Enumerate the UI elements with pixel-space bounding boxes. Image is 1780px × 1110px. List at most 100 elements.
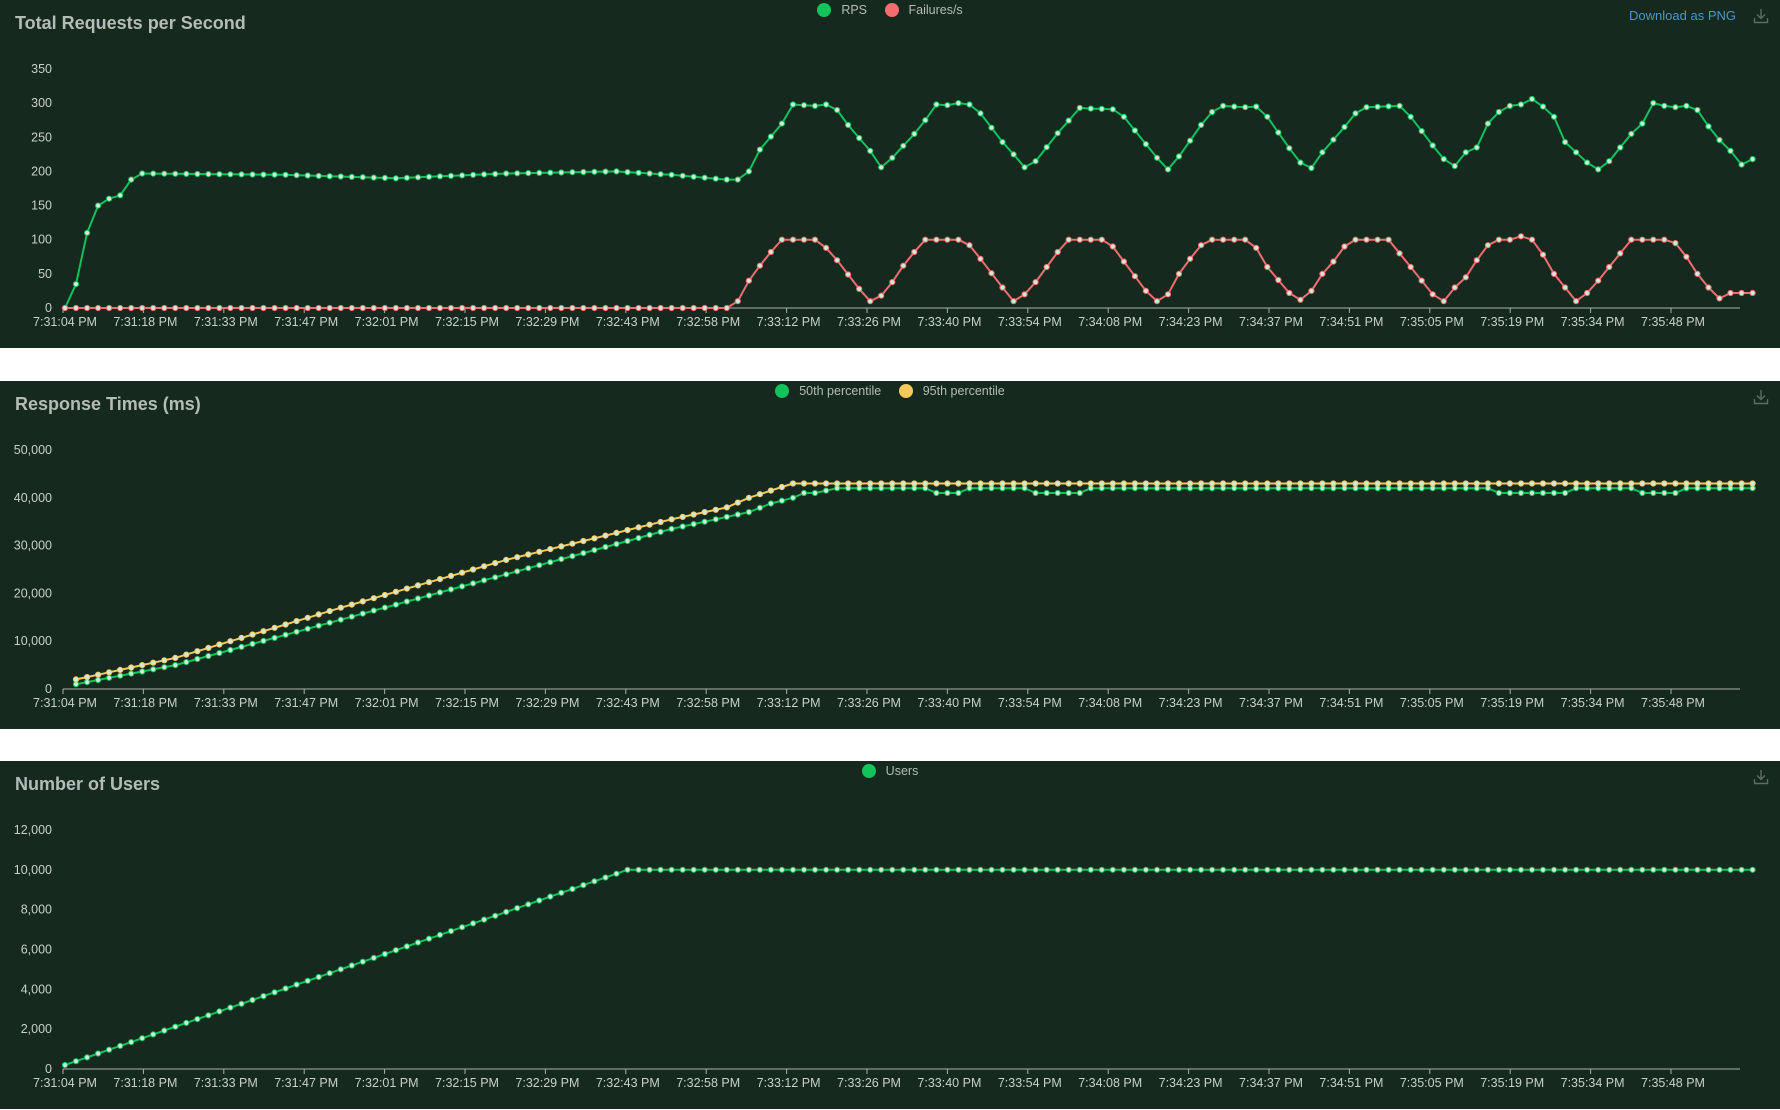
data-point[interactable] <box>1661 866 1668 873</box>
data-point[interactable] <box>403 585 410 592</box>
data-point[interactable] <box>370 954 377 961</box>
data-point[interactable] <box>1495 866 1503 873</box>
data-point[interactable] <box>944 236 951 243</box>
data-point[interactable] <box>1617 250 1624 257</box>
data-point[interactable] <box>106 674 113 681</box>
data-point[interactable] <box>1650 480 1657 487</box>
data-point[interactable] <box>1539 251 1547 258</box>
data-point[interactable] <box>1661 489 1668 497</box>
data-point[interactable] <box>1705 866 1712 873</box>
data-point[interactable] <box>249 171 256 178</box>
data-point[interactable] <box>1021 164 1028 171</box>
data-point[interactable] <box>646 531 653 538</box>
data-point[interactable] <box>1672 240 1679 247</box>
data-point[interactable] <box>1694 866 1701 873</box>
data-point[interactable] <box>139 304 146 312</box>
data-point[interactable] <box>911 248 918 256</box>
data-point[interactable] <box>392 175 399 182</box>
data-point[interactable] <box>878 866 885 873</box>
data-point[interactable] <box>1308 480 1315 487</box>
data-point[interactable] <box>359 304 366 312</box>
data-point[interactable] <box>503 170 510 177</box>
data-point[interactable] <box>856 866 863 873</box>
data-point[interactable] <box>414 174 422 181</box>
data-point[interactable] <box>84 1054 91 1061</box>
data-point[interactable] <box>734 866 741 873</box>
data-point[interactable] <box>1297 159 1304 166</box>
data-point[interactable] <box>1120 480 1128 487</box>
data-point[interactable] <box>944 480 951 487</box>
data-point[interactable] <box>1032 279 1039 286</box>
data-point[interactable] <box>514 905 521 912</box>
data-point[interactable] <box>602 168 609 175</box>
data-point[interactable] <box>1076 480 1083 487</box>
data-point[interactable] <box>1231 236 1238 243</box>
data-point[interactable] <box>977 255 984 262</box>
data-point[interactable] <box>701 509 708 516</box>
data-point[interactable] <box>778 120 786 127</box>
data-point[interactable] <box>348 304 355 312</box>
data-point[interactable] <box>999 480 1006 487</box>
data-point[interactable] <box>271 989 278 996</box>
data-point[interactable] <box>1528 236 1536 243</box>
data-point[interactable] <box>1198 121 1205 129</box>
data-point[interactable] <box>425 592 433 599</box>
data-point[interactable] <box>1010 298 1017 305</box>
data-point[interactable] <box>1098 105 1105 113</box>
data-point[interactable] <box>216 649 223 657</box>
data-point[interactable] <box>260 993 267 1000</box>
data-point[interactable] <box>823 866 830 873</box>
data-point[interactable] <box>161 304 168 312</box>
data-point[interactable] <box>414 304 422 312</box>
data-point[interactable] <box>800 866 808 873</box>
data-point[interactable] <box>789 866 797 873</box>
data-point[interactable] <box>1451 284 1458 291</box>
data-point[interactable] <box>459 583 466 590</box>
data-point[interactable] <box>657 304 664 312</box>
data-point[interactable] <box>1661 236 1668 243</box>
data-point[interactable] <box>1220 236 1227 243</box>
data-point[interactable] <box>95 1050 102 1057</box>
data-point[interactable] <box>381 174 388 181</box>
data-point[interactable] <box>690 511 697 518</box>
data-point[interactable] <box>1506 236 1514 243</box>
data-point[interactable] <box>613 540 620 548</box>
data-point[interactable] <box>348 173 355 180</box>
data-point[interactable] <box>558 556 565 563</box>
data-point[interactable] <box>481 577 488 584</box>
data-point[interactable] <box>767 487 775 494</box>
data-point[interactable] <box>1385 480 1392 487</box>
data-point[interactable] <box>1076 104 1083 112</box>
legend-item-rps[interactable]: RPS <box>817 3 867 17</box>
data-point[interactable] <box>1639 489 1646 497</box>
data-point[interactable] <box>1142 141 1150 148</box>
data-point[interactable] <box>1517 866 1525 873</box>
data-point[interactable] <box>1650 866 1657 873</box>
data-point[interactable] <box>492 560 499 567</box>
data-point[interactable] <box>238 643 245 650</box>
data-point[interactable] <box>139 1035 146 1042</box>
data-point[interactable] <box>1021 866 1028 873</box>
data-point[interactable] <box>1286 145 1293 152</box>
data-point[interactable] <box>1330 258 1337 265</box>
data-point[interactable] <box>459 172 466 179</box>
data-point[interactable] <box>1573 866 1580 873</box>
data-point[interactable] <box>161 657 168 664</box>
data-point[interactable] <box>635 866 642 873</box>
data-point[interactable] <box>1341 123 1348 131</box>
data-point[interactable] <box>1462 866 1469 873</box>
data-point[interactable] <box>800 489 808 497</box>
data-point[interactable] <box>933 480 940 487</box>
data-point[interactable] <box>326 173 333 180</box>
data-point[interactable] <box>1550 866 1558 873</box>
data-point[interactable] <box>635 169 642 176</box>
data-point[interactable] <box>260 304 267 312</box>
data-point[interactable] <box>139 662 146 669</box>
data-point[interactable] <box>1584 159 1591 166</box>
data-point[interactable] <box>1220 480 1227 487</box>
data-point[interactable] <box>1087 480 1094 487</box>
data-point[interactable] <box>1484 120 1492 127</box>
data-point[interactable] <box>723 304 730 312</box>
data-point[interactable] <box>867 298 874 305</box>
data-point[interactable] <box>1595 166 1602 173</box>
